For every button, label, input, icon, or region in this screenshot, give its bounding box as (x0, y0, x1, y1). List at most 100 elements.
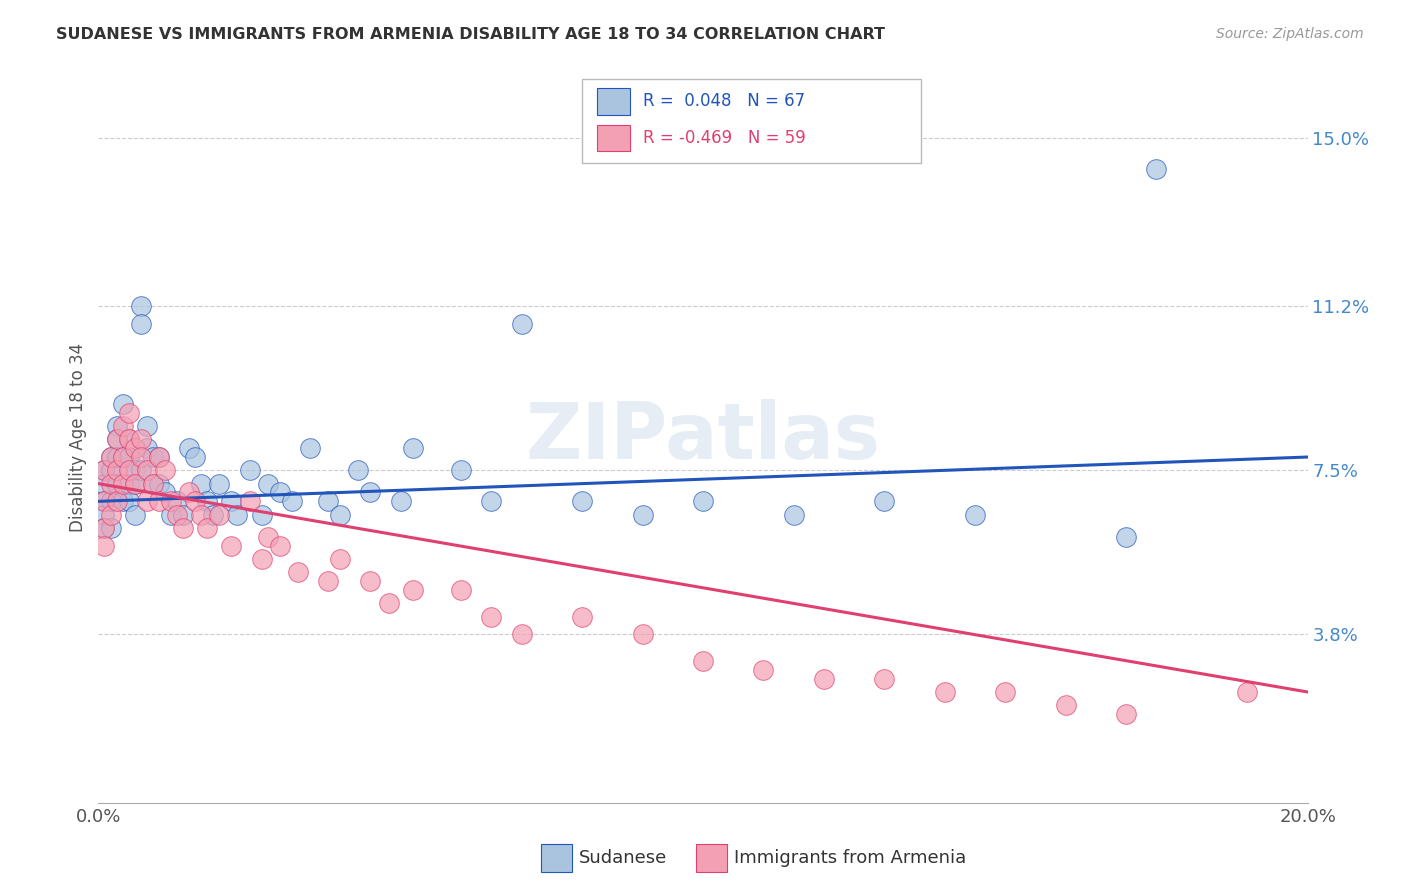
Point (135, 419, 157, 434)
Point (166, 494, 188, 508)
Point (783, 508, 806, 522)
Point (135, 494, 157, 508)
Point (692, 494, 714, 508)
Point (316, 494, 339, 508)
Point (965, 508, 987, 522)
Point (148, 450, 170, 464)
Point (118, 406, 141, 420)
Point (100, 494, 122, 508)
Point (1115, 530, 1137, 544)
Point (481, 494, 503, 508)
Point (129, 317, 152, 331)
Point (239, 494, 262, 508)
Text: R =  0.048   N = 67: R = 0.048 N = 67 (643, 93, 804, 111)
Point (93, 539, 115, 553)
Point (124, 508, 146, 522)
Point (142, 476, 165, 491)
Point (105, 419, 128, 434)
Point (93, 521, 115, 535)
Point (281, 494, 304, 508)
Point (360, 485, 382, 500)
Point (135, 463, 157, 477)
Point (179, 485, 201, 500)
Point (124, 476, 146, 491)
Point (111, 397, 134, 411)
Point (172, 508, 194, 522)
Point (93, 494, 115, 508)
Point (256, 476, 278, 491)
Point (269, 539, 291, 553)
FancyBboxPatch shape (596, 125, 630, 151)
Point (148, 450, 170, 464)
Point (148, 494, 170, 508)
Point (118, 494, 141, 508)
Point (450, 582, 472, 597)
Point (934, 685, 956, 699)
Point (100, 463, 122, 477)
Point (287, 566, 309, 580)
Point (226, 508, 249, 522)
Point (450, 463, 472, 477)
Point (329, 552, 352, 566)
Point (172, 521, 194, 535)
Point (142, 450, 165, 464)
Point (105, 463, 128, 477)
Point (124, 476, 146, 491)
Point (190, 476, 212, 491)
Point (93, 508, 115, 522)
Point (402, 441, 425, 455)
Point (481, 609, 503, 624)
Point (208, 476, 231, 491)
Point (118, 476, 141, 491)
Point (1054, 698, 1077, 713)
Point (510, 317, 533, 331)
Point (105, 476, 128, 491)
Point (93, 463, 115, 477)
Point (631, 627, 654, 641)
Point (239, 463, 262, 477)
Point (184, 494, 207, 508)
Text: Source: ZipAtlas.com: Source: ZipAtlas.com (1216, 27, 1364, 41)
Point (105, 432, 128, 446)
Y-axis label: Disability Age 18 to 34: Disability Age 18 to 34 (69, 343, 87, 532)
Point (631, 508, 654, 522)
Point (510, 627, 533, 641)
Text: ZIPatlas: ZIPatlas (526, 399, 880, 475)
FancyBboxPatch shape (582, 78, 921, 163)
Point (129, 432, 152, 446)
Point (111, 476, 134, 491)
Point (316, 574, 339, 589)
Point (873, 494, 896, 508)
Point (195, 521, 218, 535)
Text: R = -0.469   N = 59: R = -0.469 N = 59 (643, 129, 806, 147)
Point (100, 450, 122, 464)
Point (105, 494, 128, 508)
Point (105, 432, 128, 446)
Point (105, 450, 128, 464)
Point (93, 476, 115, 491)
Point (118, 432, 141, 446)
Point (129, 463, 152, 477)
Point (1236, 685, 1258, 699)
Point (389, 494, 412, 508)
Point (153, 485, 176, 500)
Point (148, 476, 170, 491)
Point (100, 521, 122, 535)
Point (1144, 161, 1167, 176)
Point (124, 463, 146, 477)
Point (1115, 707, 1137, 722)
Point (269, 485, 291, 500)
Point (100, 476, 122, 491)
Point (93, 463, 115, 477)
Point (377, 596, 399, 610)
Text: Immigrants from Armenia: Immigrants from Armenia (734, 849, 966, 867)
Point (118, 450, 141, 464)
Point (256, 530, 278, 544)
Point (111, 419, 134, 434)
Point (93, 494, 115, 508)
Text: Sudanese: Sudanese (579, 849, 668, 867)
Point (160, 508, 183, 522)
Point (142, 476, 165, 491)
Point (571, 494, 593, 508)
Point (124, 441, 146, 455)
